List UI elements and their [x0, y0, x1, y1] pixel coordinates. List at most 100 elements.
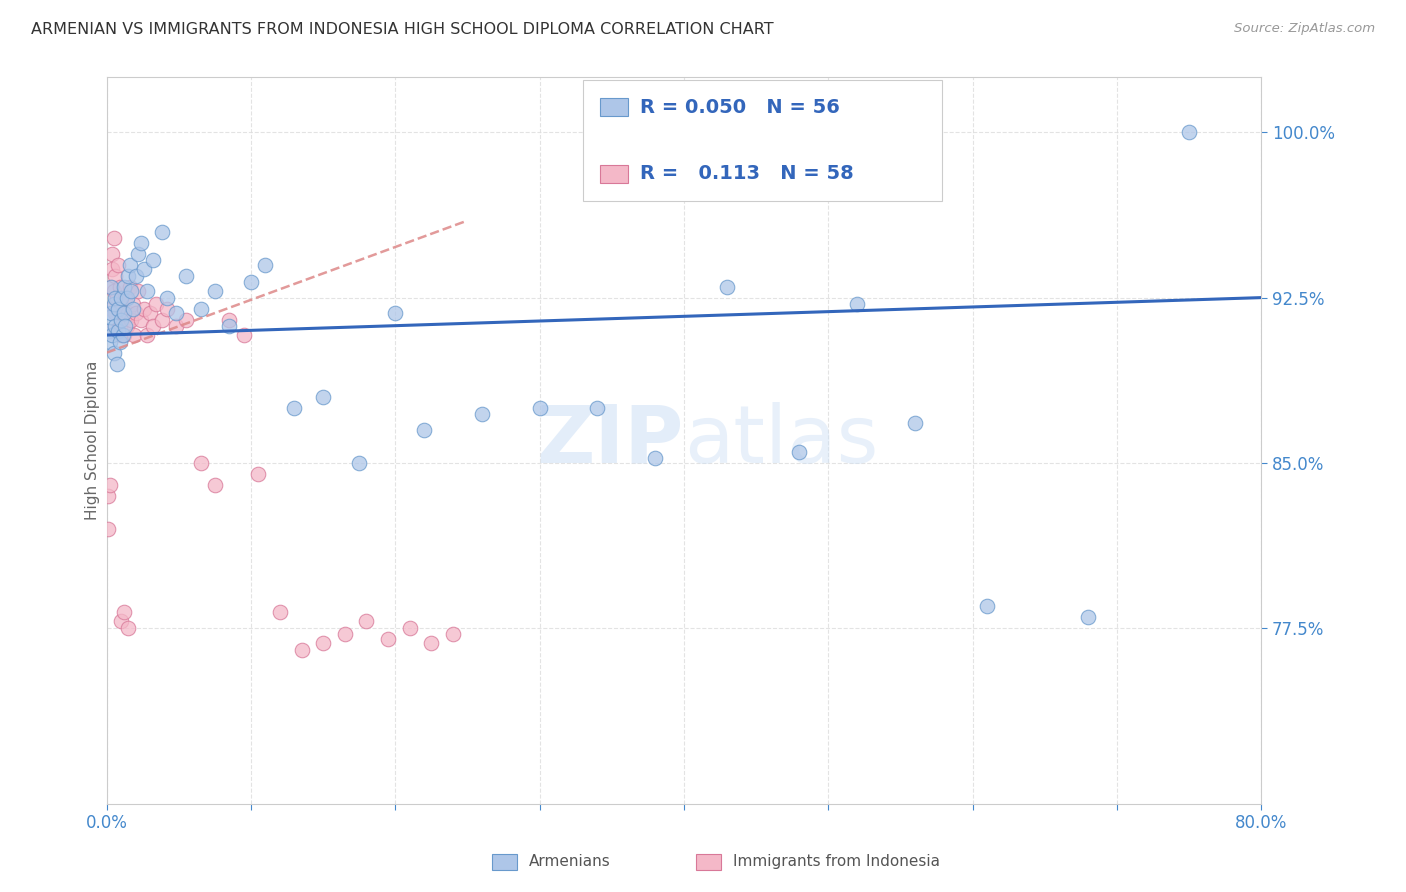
Point [283, 401, 305, 415]
Point [218, 319, 240, 334]
Point [110, 291, 132, 305]
Point [103, 231, 125, 245]
Point [846, 297, 869, 311]
Point [112, 279, 135, 293]
Point [110, 312, 132, 326]
Point [111, 328, 134, 343]
Point [104, 268, 127, 283]
Point [98, 310, 121, 325]
Point [104, 306, 127, 320]
Point [174, 312, 197, 326]
Point [204, 284, 226, 298]
Point [105, 357, 128, 371]
Point [134, 301, 156, 316]
Point [107, 258, 129, 272]
Point [114, 319, 136, 334]
Point [254, 258, 277, 272]
Point [105, 324, 128, 338]
Point [101, 262, 124, 277]
Point [156, 301, 179, 316]
Point [120, 284, 142, 298]
Point [121, 301, 143, 316]
Point [142, 319, 165, 334]
Point [240, 275, 263, 289]
Point [142, 253, 165, 268]
Point [247, 467, 270, 481]
Point [98, 334, 121, 349]
Point [131, 312, 153, 326]
Text: ZIP: ZIP [537, 401, 683, 480]
Point [136, 328, 159, 343]
Point [131, 235, 153, 250]
Point [107, 301, 129, 316]
Point [118, 279, 141, 293]
Text: ARMENIAN VS IMMIGRANTS FROM INDONESIA HIGH SCHOOL DIPLOMA CORRELATION CHART: ARMENIAN VS IMMIGRANTS FROM INDONESIA HI… [31, 22, 773, 37]
Point [789, 444, 811, 458]
Point [120, 312, 142, 326]
Point [115, 291, 138, 305]
Point [111, 306, 134, 320]
Point [290, 643, 312, 657]
Point [471, 407, 494, 421]
Point [976, 599, 998, 613]
Point [586, 401, 609, 415]
Point [232, 328, 254, 343]
Point [190, 301, 212, 316]
Point [121, 297, 143, 311]
Point [97, 489, 120, 503]
Point [377, 632, 399, 646]
Text: Source: ZipAtlas.com: Source: ZipAtlas.com [1234, 22, 1375, 36]
Point [716, 279, 738, 293]
Text: R = 0.050   N = 56: R = 0.050 N = 56 [640, 97, 839, 117]
Point [100, 306, 122, 320]
Point [117, 268, 139, 283]
Point [190, 456, 212, 470]
Point [103, 284, 125, 298]
Point [420, 636, 443, 650]
Point [398, 621, 420, 635]
Point [98, 477, 121, 491]
Point [269, 606, 291, 620]
Point [112, 328, 135, 343]
Point [100, 301, 122, 316]
Point [112, 606, 135, 620]
Point [108, 319, 131, 334]
Point [1178, 126, 1201, 140]
Point [349, 456, 371, 470]
Point [413, 423, 436, 437]
Point [644, 451, 666, 466]
Point [312, 390, 335, 404]
Point [136, 284, 159, 298]
Point [98, 324, 121, 338]
Point [100, 279, 122, 293]
Point [110, 328, 132, 343]
Point [150, 312, 173, 326]
Point [118, 258, 141, 272]
Point [165, 306, 187, 320]
Point [108, 279, 131, 293]
Point [104, 319, 127, 334]
Point [103, 345, 125, 359]
Text: Armenians: Armenians [529, 855, 610, 869]
Point [101, 246, 124, 260]
Point [145, 297, 167, 311]
Point [156, 291, 179, 305]
Point [97, 522, 120, 536]
Text: Immigrants from Indonesia: Immigrants from Indonesia [733, 855, 939, 869]
Text: R =   0.113   N = 58: R = 0.113 N = 58 [640, 164, 853, 184]
Point [117, 621, 139, 635]
Point [108, 334, 131, 349]
Point [115, 319, 138, 334]
Point [124, 306, 146, 320]
Point [139, 306, 162, 320]
Point [150, 225, 173, 239]
Point [333, 627, 356, 641]
Point [105, 291, 128, 305]
Point [174, 268, 197, 283]
Point [218, 312, 240, 326]
Point [127, 284, 149, 298]
Point [114, 291, 136, 305]
Text: atlas: atlas [683, 401, 879, 480]
Point [117, 306, 139, 320]
Point [165, 319, 187, 334]
